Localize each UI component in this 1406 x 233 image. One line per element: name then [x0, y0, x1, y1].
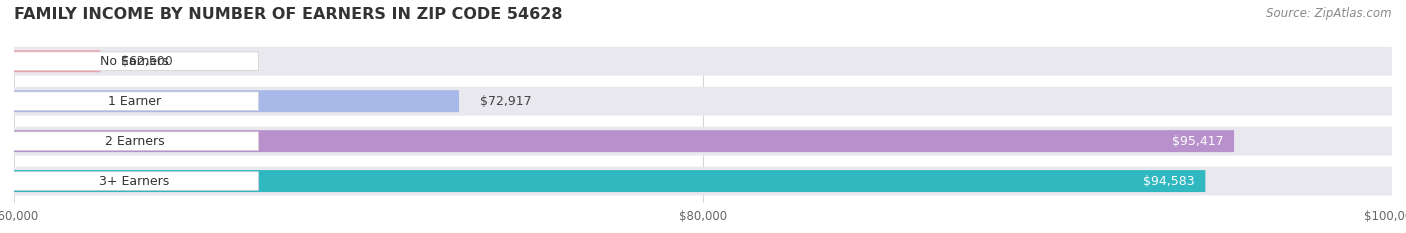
Text: Source: ZipAtlas.com: Source: ZipAtlas.com: [1267, 7, 1392, 20]
Text: No Earners: No Earners: [100, 55, 169, 68]
FancyBboxPatch shape: [11, 92, 259, 110]
FancyBboxPatch shape: [14, 50, 100, 72]
FancyBboxPatch shape: [14, 90, 458, 112]
Text: $95,417: $95,417: [1173, 135, 1223, 148]
Text: $62,500: $62,500: [121, 55, 173, 68]
FancyBboxPatch shape: [11, 172, 259, 190]
FancyBboxPatch shape: [14, 130, 1234, 152]
FancyBboxPatch shape: [14, 167, 1392, 195]
FancyBboxPatch shape: [14, 87, 1392, 116]
FancyBboxPatch shape: [11, 132, 259, 151]
Text: 3+ Earners: 3+ Earners: [100, 175, 170, 188]
Text: FAMILY INCOME BY NUMBER OF EARNERS IN ZIP CODE 54628: FAMILY INCOME BY NUMBER OF EARNERS IN ZI…: [14, 7, 562, 22]
FancyBboxPatch shape: [14, 47, 1392, 76]
Text: $94,583: $94,583: [1143, 175, 1195, 188]
FancyBboxPatch shape: [11, 52, 259, 71]
Text: $72,917: $72,917: [479, 95, 531, 108]
Text: 2 Earners: 2 Earners: [105, 135, 165, 148]
FancyBboxPatch shape: [14, 170, 1205, 192]
Text: 1 Earner: 1 Earner: [108, 95, 162, 108]
FancyBboxPatch shape: [14, 127, 1392, 155]
